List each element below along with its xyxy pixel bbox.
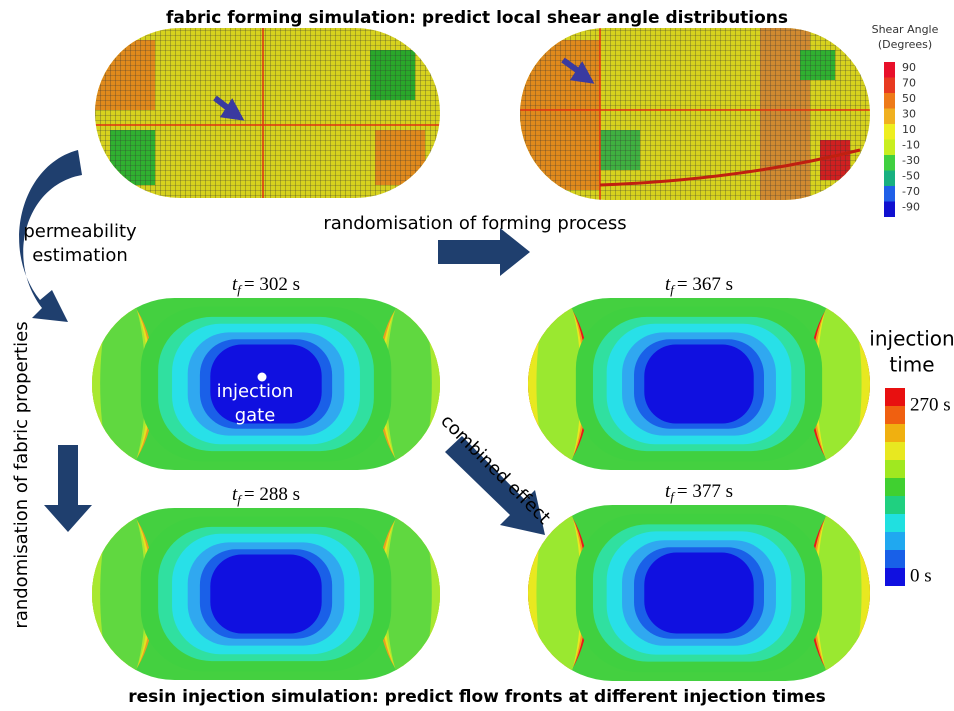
contour-panel xyxy=(58,499,474,688)
arrow xyxy=(445,436,545,535)
shear-shape xyxy=(520,28,870,200)
color-swatch xyxy=(884,202,895,218)
color-band xyxy=(885,496,905,514)
legend-max: 270 s xyxy=(910,394,951,415)
injection-colorbar xyxy=(885,388,905,586)
arrow xyxy=(438,228,530,276)
legend-min: 0 s xyxy=(910,565,932,586)
contour xyxy=(494,289,903,478)
contour-band xyxy=(387,499,432,688)
legend-title: Shear Angle xyxy=(872,23,939,36)
color-swatch xyxy=(884,93,895,109)
title: fabric forming simulation: predict local… xyxy=(166,8,788,28)
contour-panel xyxy=(494,496,903,690)
arrow-label: permeability xyxy=(23,221,137,242)
legend-label: 70 xyxy=(902,77,916,90)
color-swatch xyxy=(884,155,895,171)
time-subscript: f xyxy=(670,282,676,297)
time-subscript: f xyxy=(670,489,676,504)
color-band xyxy=(885,424,905,442)
legend-title: time xyxy=(889,353,934,377)
contour-band xyxy=(817,496,861,690)
legend-label: -10 xyxy=(902,139,920,152)
contour-band xyxy=(536,289,580,478)
contour xyxy=(494,496,903,690)
contour-band xyxy=(100,289,145,478)
arrow-label: randomisation of forming process xyxy=(323,213,626,234)
color-swatch xyxy=(884,171,895,187)
legend-label: 10 xyxy=(902,123,916,136)
arrow-label: combined effect xyxy=(436,411,554,529)
legend-label: 50 xyxy=(902,92,916,105)
color-swatch xyxy=(884,78,895,94)
color-swatch xyxy=(884,124,895,140)
time-subscript: f xyxy=(237,492,243,507)
time-label: tf= 302 s xyxy=(232,274,300,297)
contour-band xyxy=(210,554,321,633)
color-band xyxy=(885,568,905,586)
contour-panel xyxy=(494,289,903,478)
contour-band xyxy=(644,344,753,423)
legend-label: -50 xyxy=(902,170,920,183)
color-band xyxy=(885,478,905,496)
time-subscript: f xyxy=(237,282,243,297)
contour-band xyxy=(387,289,432,478)
arrow-label: estimation xyxy=(32,245,128,266)
time-value: = 377 s xyxy=(677,481,733,502)
time-value: = 367 s xyxy=(677,274,733,295)
contour-band xyxy=(100,499,145,688)
gate-label: injection xyxy=(217,381,294,402)
color-band xyxy=(885,550,905,568)
color-swatch xyxy=(884,140,895,156)
legend-label: 90 xyxy=(902,61,916,74)
shear-colorbar: 90 70 50 30 10 -10 -30 -50 -70 -90 xyxy=(884,61,920,217)
contour-band xyxy=(817,289,861,478)
diagram: fabric forming simulation: predict local… xyxy=(0,0,954,711)
arrow xyxy=(44,445,92,532)
shear-shape xyxy=(95,28,440,198)
color-band xyxy=(885,532,905,550)
contour-band xyxy=(644,553,753,634)
color-swatch xyxy=(884,109,895,125)
color-band xyxy=(885,460,905,478)
time-label: tf= 367 s xyxy=(665,274,733,297)
legend-title: injection xyxy=(869,327,954,351)
time-value: = 288 s xyxy=(244,484,300,505)
legend-label: -90 xyxy=(902,201,920,214)
color-swatch xyxy=(884,62,895,78)
color-swatch xyxy=(884,186,895,202)
color-band xyxy=(885,406,905,424)
time-value: = 302 s xyxy=(244,274,300,295)
legend-label: -30 xyxy=(902,154,920,167)
time-label: tf= 377 s xyxy=(665,481,733,504)
color-band xyxy=(885,442,905,460)
arrow-label: randomisation of fabric properties xyxy=(11,321,32,628)
contour xyxy=(58,499,474,688)
legend-title: (Degrees) xyxy=(878,38,932,51)
legend-label: 30 xyxy=(902,108,916,121)
gate-label: gate xyxy=(235,405,276,426)
color-band xyxy=(885,388,905,406)
footer: resin injection simulation: predict flow… xyxy=(128,687,825,707)
contour-band xyxy=(536,496,580,690)
time-label: tf= 288 s xyxy=(232,484,300,507)
legend-label: -70 xyxy=(902,185,920,198)
color-band xyxy=(885,514,905,532)
